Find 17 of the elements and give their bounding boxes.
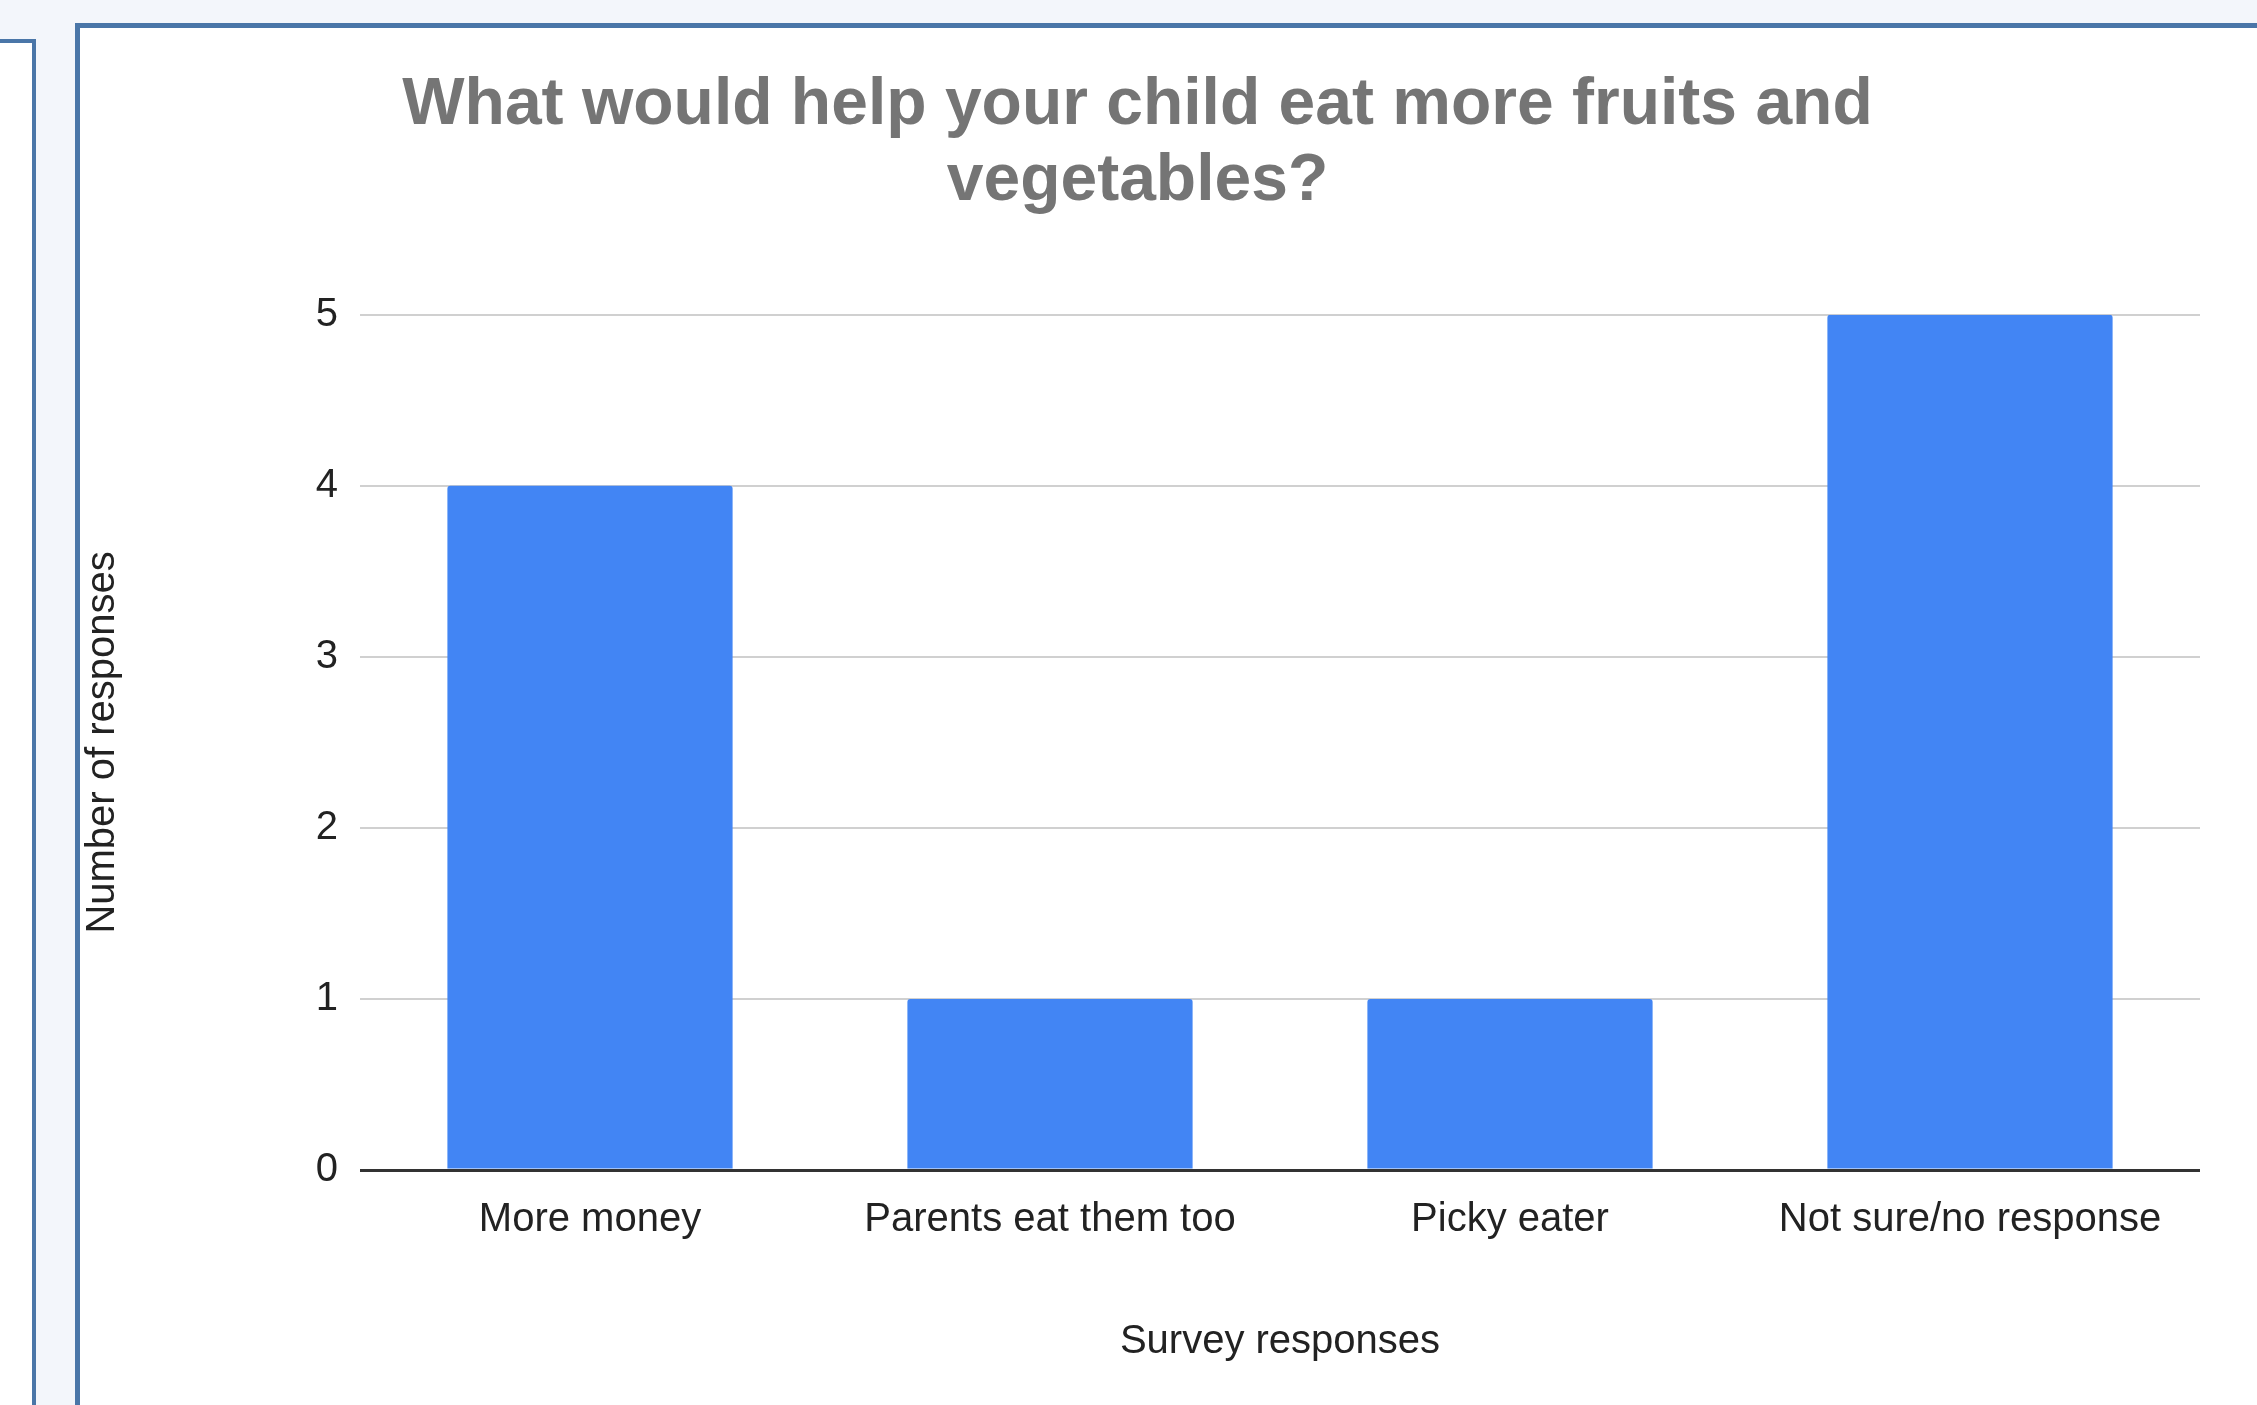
x-tick-label: Not sure/no response <box>1778 1195 2162 1240</box>
y-tick-label: 4 <box>315 460 338 505</box>
bar <box>1367 998 1653 1169</box>
bar <box>1827 314 2113 1169</box>
y-tick-label: 0 <box>315 1145 338 1190</box>
x-axis-title: Survey responses <box>1119 1317 1441 1362</box>
y-axis-title: Number of responses <box>78 551 123 934</box>
y-tick-label: 3 <box>315 631 338 676</box>
x-tick-label: Picky eater <box>1411 1195 1609 1240</box>
y-tick-label: 5 <box>315 289 338 334</box>
x-tick-label: Parents eat them too <box>864 1195 1236 1240</box>
y-tick-label: 2 <box>315 802 338 847</box>
chart-title: What would help your child eat more fruits and vegetables? <box>402 64 1873 215</box>
bar <box>447 485 733 1169</box>
bar <box>907 998 1193 1169</box>
x-tick-label: More money <box>478 1195 702 1240</box>
y-tick-label: 1 <box>315 973 338 1018</box>
